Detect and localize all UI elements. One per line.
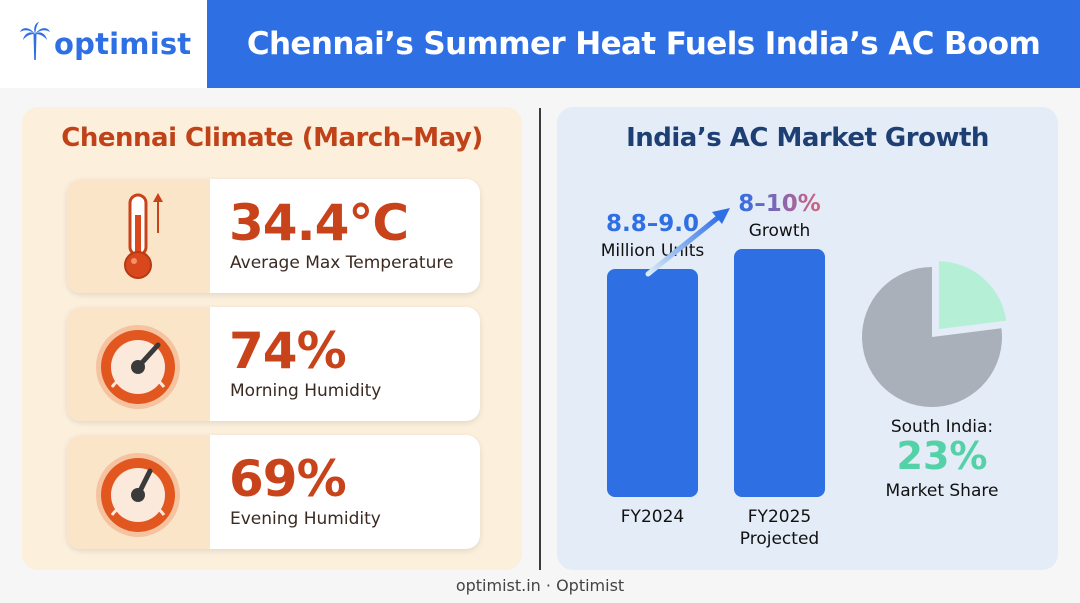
brand-logo[interactable]: optimist: [20, 18, 191, 70]
evening-humidity-label: Evening Humidity: [230, 509, 381, 529]
market-share-pie: [862, 259, 1009, 407]
growth-arrow-icon: [645, 208, 730, 277]
temperature-label: Average Max Temperature: [230, 253, 454, 273]
temperature-card: 34.4°C Average Max Temperature: [67, 179, 480, 293]
palm-tree-icon: [20, 22, 50, 60]
climate-panel-title: Chennai Climate (March–May): [61, 123, 483, 153]
brand-name: optimist: [54, 27, 192, 61]
title-bar: Chennai’s Summer Heat Fuels India’s AC B…: [207, 0, 1080, 88]
pie-slice-south-india: [936, 259, 1009, 332]
evening-humidity-value: 69%: [229, 450, 347, 508]
morning-humidity-label: Morning Humidity: [230, 381, 382, 401]
south-india-label: South India:: [890, 417, 994, 437]
gauge-icon: [96, 453, 180, 537]
page-title: Chennai’s Summer Heat Fuels India’s AC B…: [246, 26, 1041, 62]
thermometer-icon: [124, 193, 163, 279]
market-panel-title: India’s AC Market Growth: [626, 123, 989, 153]
evening-humidity-card: 69% Evening Humidity: [67, 435, 480, 549]
gauge-icon: [96, 325, 180, 409]
morning-humidity-value: 74%: [229, 322, 347, 380]
header: optimist Chennai’s Summer Heat Fuels Ind…: [0, 0, 1080, 88]
growth-text-label: Growth: [748, 221, 811, 241]
growth-value-label: 8–10%: [710, 191, 850, 217]
footer-text[interactable]: optimist.in · Optimist: [455, 576, 625, 595]
fy2024-value-label: 8.8–9.0: [606, 211, 699, 237]
growth-value-text: 8–10%: [738, 191, 821, 217]
pie-slice-rest-of-india: [862, 267, 1002, 407]
bar-fy2024: [607, 269, 698, 497]
divider: [539, 108, 541, 570]
fy2024-category-label: FY2024: [620, 507, 685, 527]
market-share-label: Market Share: [885, 481, 999, 501]
fy2025-category-label: FY2025 Projected: [739, 507, 820, 549]
bar-fy2025: [734, 249, 825, 497]
morning-humidity-card: 74% Morning Humidity: [67, 307, 480, 421]
south-india-share-value: 23%: [896, 434, 988, 478]
fy2024-unit-label: Million Units: [600, 241, 705, 261]
temperature-value: 34.4°C: [229, 194, 409, 252]
